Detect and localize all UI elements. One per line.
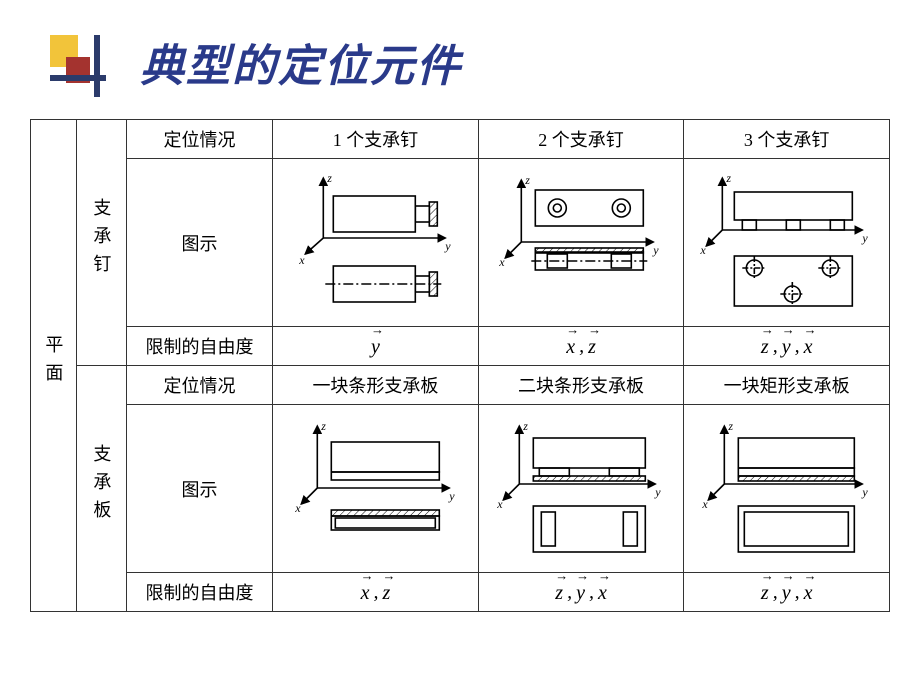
svg-text:x: x	[294, 501, 301, 515]
col-header: 一块矩形支承板	[684, 366, 890, 405]
col-header: 一块条形支承板	[273, 366, 479, 405]
situation-label: 定位情况	[126, 120, 272, 159]
table-header-row: 平面 支承钉 定位情况 1 个支承钉 2 个支承钉 3 个支承钉	[31, 120, 890, 159]
plate-1-diagram: z y x	[277, 414, 474, 564]
col-header: 2 个支承钉	[478, 120, 684, 159]
svg-text:z: z	[524, 173, 530, 187]
content-table-wrapper: 平面 支承钉 定位情况 1 个支承钉 2 个支承钉 3 个支承钉 图示	[0, 119, 920, 612]
diagram-cell-plate-2: z y x	[478, 405, 684, 573]
svg-text:y: y	[862, 485, 869, 499]
table-dof-row: 限制的自由度 x,z z,y,x z,y,x	[31, 573, 890, 612]
svg-text:x: x	[496, 497, 503, 511]
pin-2-diagram: z y x	[483, 168, 680, 318]
table-header-row: 支承板 定位情况 一块条形支承板 二块条形支承板 一块矩形支承板	[31, 366, 890, 405]
table-diagram-row: 图示 z y x	[31, 159, 890, 327]
row-main-label: 平面	[31, 120, 77, 612]
diagram-cell-plate-3: z y x	[684, 405, 890, 573]
plate-2-diagram: z y x	[483, 414, 680, 564]
col-header: 1 个支承钉	[273, 120, 479, 159]
diagram-cell-plate-1: z y x	[273, 405, 479, 573]
dof-row-label: 限制的自由度	[126, 327, 272, 366]
svg-text:z: z	[728, 419, 734, 433]
dof-row-label: 限制的自由度	[126, 573, 272, 612]
pin-3-diagram: z y x	[688, 168, 885, 318]
pin-1-diagram: z y x	[277, 168, 474, 318]
svg-text:z: z	[726, 171, 732, 185]
svg-text:x: x	[702, 497, 709, 511]
table-dof-row: 限制的自由度 y x,z z,y,x	[31, 327, 890, 366]
table-diagram-row: 图示 z y x	[31, 405, 890, 573]
svg-text:y: y	[654, 485, 661, 499]
svg-text:x: x	[298, 253, 305, 267]
dof-cell: z,y,x	[478, 573, 684, 612]
svg-text:x: x	[700, 243, 707, 257]
diagram-row-label: 图示	[126, 159, 272, 327]
diagram-cell-pin-1: z y x	[273, 159, 479, 327]
situation-label: 定位情况	[126, 366, 272, 405]
svg-text:y: y	[652, 243, 659, 257]
svg-text:y: y	[862, 231, 869, 245]
dof-cell: x,z	[478, 327, 684, 366]
svg-text:y: y	[444, 239, 451, 253]
dof-cell: z,y,x	[684, 327, 890, 366]
locating-components-table: 平面 支承钉 定位情况 1 个支承钉 2 个支承钉 3 个支承钉 图示	[30, 119, 890, 612]
svg-text:x: x	[498, 255, 505, 269]
slide-header: 典型的定位元件	[0, 0, 920, 119]
dof-cell: z,y,x	[684, 573, 890, 612]
slide-title: 典型的定位元件	[140, 30, 920, 94]
diagram-cell-pin-3: z y x	[684, 159, 890, 327]
dof-cell: y	[273, 327, 479, 366]
slide-logo	[50, 35, 110, 100]
dof-cell: x,z	[273, 573, 479, 612]
diagram-row-label: 图示	[126, 405, 272, 573]
svg-text:y: y	[448, 489, 455, 503]
col-header: 3 个支承钉	[684, 120, 890, 159]
svg-text:z: z	[320, 419, 326, 433]
plate-3-diagram: z y x	[688, 414, 885, 564]
svg-text:z: z	[326, 171, 332, 185]
logo-vertical-bar	[94, 35, 100, 97]
svg-text:z: z	[522, 419, 528, 433]
diagram-cell-pin-2: z y x	[478, 159, 684, 327]
row-sub-label: 支承钉	[76, 120, 126, 366]
col-header: 二块条形支承板	[478, 366, 684, 405]
row-sub-label: 支承板	[76, 366, 126, 612]
